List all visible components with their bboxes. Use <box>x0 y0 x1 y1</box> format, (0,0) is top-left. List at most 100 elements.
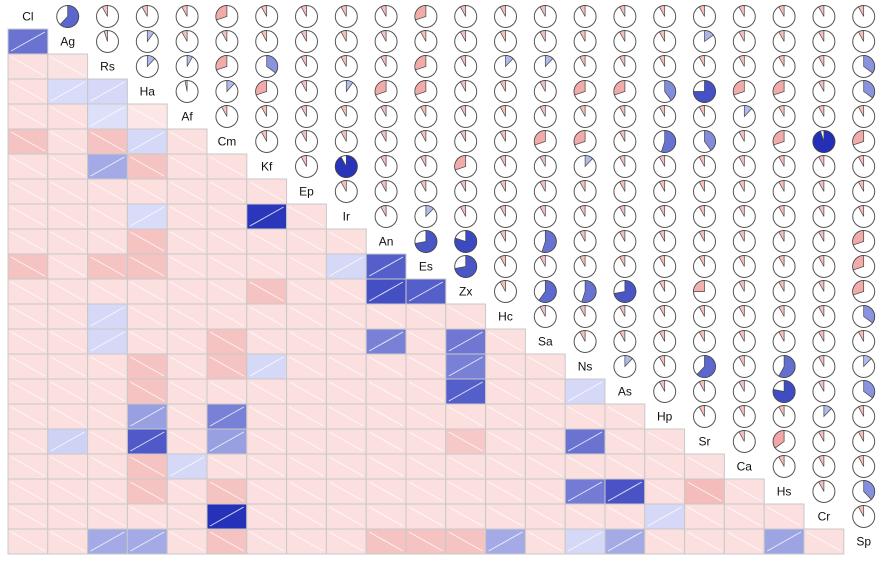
shade-cell <box>325 378 367 405</box>
pie-wedge <box>579 180 586 192</box>
shade-cell <box>763 528 805 555</box>
shade-hatch <box>10 356 46 377</box>
pie-cell <box>494 5 517 28</box>
pie-cell <box>772 155 796 178</box>
shade-hatch <box>10 381 46 402</box>
pie-cell <box>812 55 836 78</box>
shade-hatch <box>10 431 46 452</box>
shade-hatch <box>10 131 46 152</box>
shade-hatch <box>607 506 643 527</box>
shade-hatch <box>488 356 523 377</box>
shade-cell <box>684 478 725 505</box>
shade-cell <box>166 353 208 380</box>
shade-cell <box>286 503 327 530</box>
shade-cell <box>126 528 168 555</box>
shade-hatch <box>130 506 165 527</box>
pie-cell <box>573 55 597 78</box>
shade-cell <box>47 503 89 530</box>
pie-wedge <box>260 105 268 117</box>
shade-cell <box>7 253 49 280</box>
variable-label: Rs <box>100 60 115 74</box>
pie-cell <box>533 255 557 278</box>
pie-wedge <box>818 55 825 67</box>
shade-hatch <box>130 356 165 377</box>
shade-cell <box>325 453 367 480</box>
shade-cell <box>246 378 288 405</box>
pie-wedge <box>380 130 387 142</box>
pie-wedge <box>772 130 785 146</box>
pie-wedge <box>738 155 745 167</box>
shade-cell <box>325 253 367 280</box>
pie-cell <box>414 80 438 103</box>
shade-cell <box>206 153 248 180</box>
shade-hatch <box>130 106 165 127</box>
pie-cell <box>653 255 677 278</box>
pie-wedge <box>579 330 586 342</box>
shade-rect <box>405 503 447 530</box>
shade-hatch <box>289 431 324 452</box>
shade-hatch <box>289 381 324 402</box>
shade-hatch <box>50 381 85 402</box>
shade-cell <box>7 278 49 305</box>
pie-cell <box>175 5 199 28</box>
pie-cell <box>852 155 876 178</box>
shade-cell <box>206 478 248 505</box>
shade-hatch <box>209 206 245 227</box>
shade-hatch <box>528 406 563 427</box>
shade-hatch <box>169 531 205 552</box>
shade-cell <box>604 528 646 555</box>
variable-label: Ep <box>299 185 314 199</box>
shade-hatch <box>169 331 205 352</box>
shade-cell <box>246 528 288 555</box>
shade-hatch <box>90 81 125 102</box>
pie-wedge <box>698 230 705 242</box>
pie-cell <box>852 180 876 203</box>
shade-hatch <box>90 181 125 202</box>
pie-cell <box>454 130 478 153</box>
pie-wedge <box>420 30 427 42</box>
shade-hatch <box>368 406 404 427</box>
shade-cell <box>126 378 168 405</box>
pie-cell <box>852 430 876 453</box>
pie-wedge <box>499 80 506 92</box>
pie-cell <box>693 230 716 253</box>
shade-hatch <box>528 456 563 477</box>
shade-cell <box>87 203 128 230</box>
pie-wedge <box>698 380 705 392</box>
shade-cell <box>286 528 327 555</box>
shade-cell <box>325 403 367 430</box>
pie-wedge <box>698 55 705 67</box>
shade-hatch <box>130 281 165 302</box>
pie-wedge <box>260 30 268 42</box>
shade-hatch <box>209 506 245 527</box>
shade-hatch <box>50 231 85 252</box>
shade-cell <box>87 328 128 355</box>
pie-cell <box>295 55 318 78</box>
shade-cell <box>286 453 327 480</box>
pie-wedge <box>340 30 347 42</box>
pie-cell <box>653 230 677 253</box>
shade-cell <box>564 453 606 480</box>
pie-wedge <box>619 155 626 167</box>
shade-cell <box>405 528 447 555</box>
pie-wedge <box>186 55 193 67</box>
shade-hatch <box>90 156 125 177</box>
pie-wedge <box>613 280 637 303</box>
shade-cell <box>166 228 208 255</box>
shade-hatch <box>50 356 85 377</box>
pie-cell <box>573 180 597 203</box>
pie-cell <box>772 180 796 203</box>
pie-cell <box>732 380 756 403</box>
pie-cell <box>255 130 279 153</box>
pie-wedge <box>539 30 546 42</box>
shade-hatch <box>607 481 643 502</box>
pie-cell <box>374 30 398 53</box>
pie-wedge <box>454 155 467 171</box>
shade-hatch <box>209 231 245 252</box>
shade-hatch <box>647 531 682 552</box>
pie-cell <box>494 105 517 128</box>
shade-hatch <box>90 356 125 377</box>
pie-cell <box>732 155 756 178</box>
pie-wedge <box>857 155 865 167</box>
pie-wedge <box>857 430 865 442</box>
